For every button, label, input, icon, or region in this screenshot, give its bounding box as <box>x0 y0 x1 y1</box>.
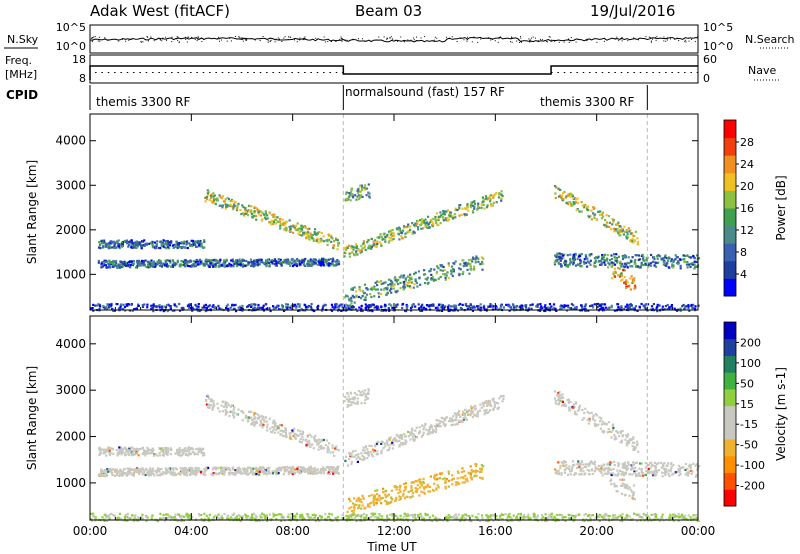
power-colorbar-cell-8 <box>724 137 736 156</box>
velocity-colorbar-tick-0: 200 <box>740 336 761 349</box>
power-colorbar-cell-1 <box>724 260 736 279</box>
velocity-colorbar-cell-9 <box>724 338 736 356</box>
velocity-panel: 1000 2000 3000 4000 Slant Range [km] 00:00 04:… <box>25 315 788 538</box>
nave-label: Nave <box>748 64 776 77</box>
power-colorbar-cell-4 <box>724 208 736 227</box>
xtick-label-5: 20:00 <box>579 524 614 538</box>
velocity-panel-frame <box>89 315 699 521</box>
beam-label: Beam 03 <box>355 2 422 20</box>
nsearch-label: N.Search <box>745 33 795 46</box>
power-colorbar-cell-3 <box>724 225 736 244</box>
velocity-ytick-label-0: 1000 <box>55 476 86 490</box>
xtick-label-4: 16:00 <box>478 524 513 538</box>
noise-strip-frame <box>89 24 699 54</box>
velocity-colorbar-tick-1: 100 <box>740 357 761 370</box>
power-ylabel: Slant Range [km] <box>25 160 39 264</box>
noise-tick-top-right: 10^5 <box>703 21 733 34</box>
velocity-colorbar-cell-5 <box>724 405 736 423</box>
freq-label: Freq. <box>5 54 32 67</box>
power-colorbar-cell-2 <box>724 243 736 262</box>
noise-tick-top-left: 10^5 <box>56 21 86 34</box>
velocity-colorbar-cell-10 <box>724 322 736 340</box>
power-colorbar-tick-6: 4 <box>740 268 747 281</box>
cpid-strip: themis 3300 RF normalsound (fast) 157 RF… <box>89 85 648 110</box>
power-scatter-cells <box>90 183 701 313</box>
velocity-colorbar-tick-6: -100 <box>740 459 765 472</box>
velocity-ylabel: Slant Range [km] <box>25 366 39 470</box>
xtick-label-0: 00:00 <box>73 524 108 538</box>
cpid-label: CPID <box>6 88 38 102</box>
power-panel-frame <box>89 113 699 311</box>
power-ytick-label-3: 4000 <box>55 134 86 148</box>
date-label: 19/Jul/2016 <box>590 2 675 20</box>
velocity-colorbar-tick-7: -200 <box>740 480 765 493</box>
xtick-label-2: 08:00 <box>275 524 310 538</box>
power-colorbar-cell-7 <box>724 155 736 174</box>
power-ytick-label-0: 1000 <box>55 267 86 281</box>
velocity-ytick-label-3: 4000 <box>55 337 86 351</box>
power-colorbar-cell-0 <box>724 278 736 297</box>
velocity-colorbar-cell-7 <box>724 372 736 390</box>
velocity-colorbar-cell-8 <box>724 355 736 373</box>
freq-tick-bottom: 8 <box>79 72 86 85</box>
velocity-colorbar-tick-5: -50 <box>740 439 758 452</box>
x-axis-label: Time UT <box>366 540 417 554</box>
noise-trace <box>89 36 699 49</box>
velocity-colorbar-cell-1 <box>724 472 736 490</box>
nave-tick-bottom: 0 <box>703 72 710 85</box>
freq-unit-label: [MHz] <box>5 68 37 81</box>
radar-title: Adak West (fitACF) <box>90 2 230 20</box>
noise-tick-bottom-right: 10^0 <box>703 40 733 53</box>
velocity-colorbar-cell-3 <box>724 439 736 457</box>
power-colorbar-tick-0: 28 <box>740 136 754 149</box>
velocity-colorbar-cell-0 <box>724 489 736 507</box>
cpid-segment-label-3: themis 3300 RF <box>540 95 634 109</box>
velocity-colorbar-cell-6 <box>724 388 736 407</box>
velocity-colorbar-cell-4 <box>724 422 736 440</box>
nsky-label: N.Sky <box>7 33 39 46</box>
power-ytick-label-1: 2000 <box>55 223 86 237</box>
power-ytick-label-2: 3000 <box>55 178 86 192</box>
xtick-label-6: 00:00 <box>681 524 716 538</box>
freq-trace <box>89 65 699 80</box>
power-panel: 1000 2000 3000 4000 Slant Range [km] 28 24 20 16… <box>25 113 788 313</box>
freq-strip-frame <box>89 54 699 84</box>
velocity-scatter-cells <box>90 388 701 523</box>
power-colorbar-label: Power [dB] <box>774 175 788 240</box>
velocity-colorbar-tick-4: -15 <box>740 418 758 431</box>
power-colorbar-tick-5: 8 <box>740 246 747 259</box>
power-colorbar-cell-5 <box>724 190 736 209</box>
power-colorbar-cell-6 <box>724 172 736 191</box>
velocity-colorbar-tick-3: 15 <box>740 398 754 411</box>
velocity-ytick-label-2: 3000 <box>55 383 86 397</box>
power-colorbar-tick-4: 12 <box>740 224 754 237</box>
velocity-colorbar-label: Velocity [m s-1] <box>774 367 788 461</box>
velocity-colorbar-cell-2 <box>724 455 736 474</box>
cpid-segment-label-1: themis 3300 RF <box>96 95 190 109</box>
velocity-ytick-label-1: 2000 <box>55 430 86 444</box>
freq-tick-top: 18 <box>72 53 86 66</box>
cpid-segment-label-2: normalsound (fast) 157 RF <box>345 85 505 99</box>
power-colorbar-tick-1: 24 <box>740 158 754 171</box>
noise-tick-bottom-left: 10^0 <box>56 40 86 53</box>
xtick-label-3: 12:00 <box>377 524 412 538</box>
power-colorbar-tick-3: 16 <box>740 202 754 215</box>
velocity-colorbar-tick-2: 50 <box>740 377 754 390</box>
nave-tick-top: 60 <box>703 53 717 66</box>
power-colorbar-tick-2: 20 <box>740 180 754 193</box>
xtick-label-1: 04:00 <box>174 524 209 538</box>
power-colorbar-cell-9 <box>724 120 736 139</box>
